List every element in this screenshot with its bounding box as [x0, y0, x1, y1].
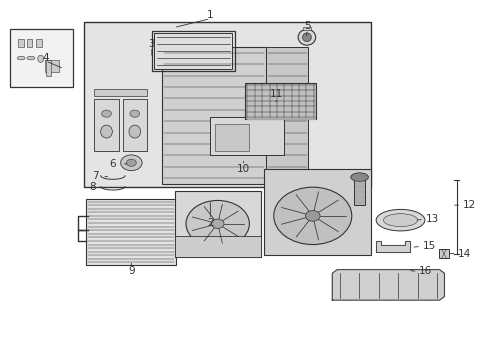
- Polygon shape: [331, 270, 444, 300]
- Text: 1: 1: [206, 10, 213, 20]
- Ellipse shape: [130, 110, 140, 117]
- Bar: [175, 191, 260, 257]
- Bar: [94, 89, 147, 96]
- Ellipse shape: [211, 219, 224, 228]
- Ellipse shape: [101, 125, 112, 138]
- Bar: [94, 99, 119, 151]
- Text: 13: 13: [425, 215, 438, 224]
- Bar: [303, 27, 310, 30]
- Text: 10: 10: [237, 164, 249, 174]
- Ellipse shape: [302, 33, 311, 41]
- Text: 4: 4: [42, 53, 49, 63]
- Text: 5: 5: [304, 21, 310, 31]
- Text: 12: 12: [462, 200, 475, 210]
- Bar: [264, 169, 370, 255]
- Ellipse shape: [383, 214, 417, 226]
- Text: 9: 9: [128, 266, 134, 276]
- Ellipse shape: [273, 187, 351, 244]
- Ellipse shape: [350, 173, 367, 181]
- Ellipse shape: [126, 159, 136, 166]
- Text: 11: 11: [269, 89, 282, 99]
- Ellipse shape: [102, 110, 111, 117]
- Bar: [154, 33, 232, 69]
- Ellipse shape: [185, 201, 249, 247]
- Bar: [36, 40, 41, 47]
- Ellipse shape: [129, 125, 141, 138]
- Bar: [46, 60, 51, 76]
- Bar: [175, 235, 260, 257]
- Ellipse shape: [298, 30, 315, 45]
- Ellipse shape: [27, 56, 35, 60]
- Bar: [10, 30, 73, 87]
- Text: 2: 2: [206, 218, 213, 228]
- Bar: [161, 47, 266, 184]
- Bar: [18, 40, 23, 47]
- Bar: [245, 83, 316, 119]
- Text: 8: 8: [89, 182, 96, 192]
- Bar: [44, 60, 59, 72]
- Bar: [83, 22, 370, 187]
- Bar: [86, 199, 176, 265]
- Text: 15: 15: [422, 241, 435, 251]
- Bar: [266, 47, 307, 184]
- Ellipse shape: [17, 56, 25, 60]
- Text: 7: 7: [92, 171, 99, 181]
- Bar: [215, 125, 249, 151]
- Bar: [210, 117, 283, 155]
- Text: 3: 3: [148, 39, 155, 49]
- Bar: [438, 249, 448, 258]
- Bar: [26, 40, 32, 47]
- Ellipse shape: [305, 211, 320, 221]
- Text: 6: 6: [109, 159, 116, 169]
- Polygon shape: [375, 241, 409, 252]
- Text: 14: 14: [457, 248, 470, 258]
- Ellipse shape: [375, 210, 424, 231]
- Text: 16: 16: [418, 266, 431, 276]
- Bar: [152, 31, 234, 71]
- Ellipse shape: [121, 155, 142, 171]
- Bar: [122, 99, 147, 151]
- Bar: [246, 118, 316, 121]
- Bar: [353, 178, 364, 205]
- Ellipse shape: [38, 55, 43, 62]
